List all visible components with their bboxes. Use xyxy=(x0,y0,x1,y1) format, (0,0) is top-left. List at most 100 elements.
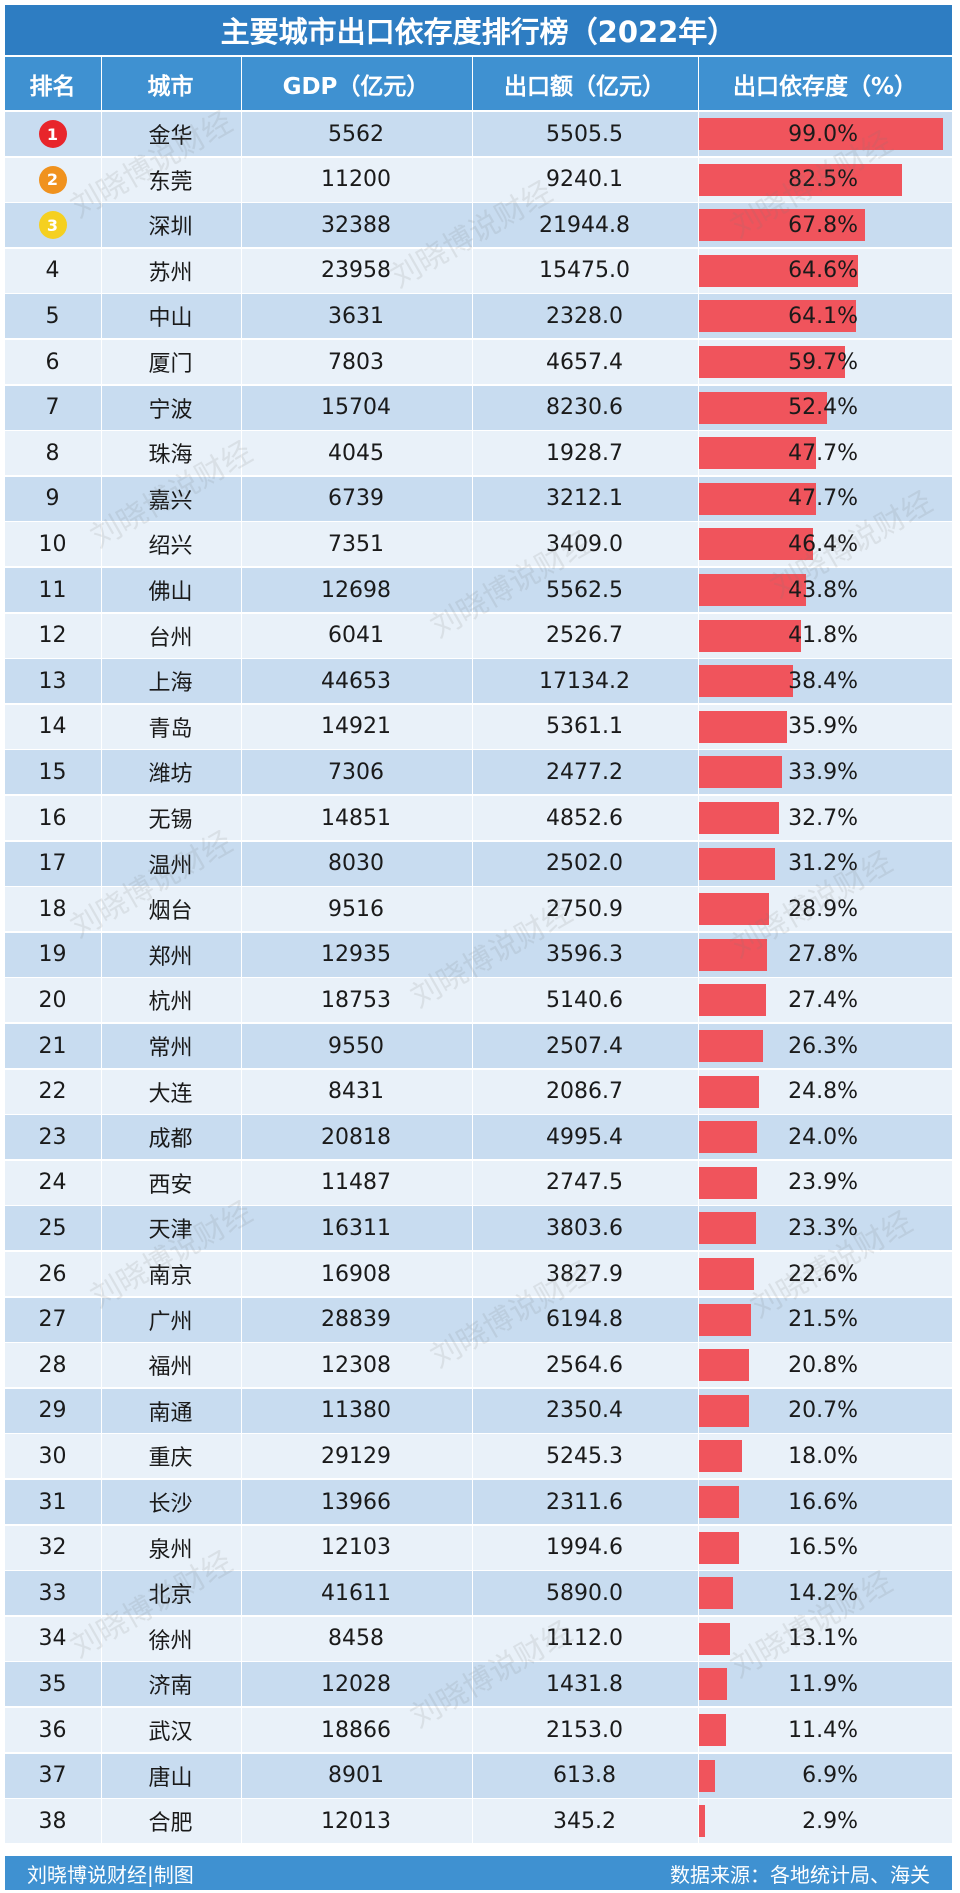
table-row: 29 南通 11380 2350.4 20.7% xyxy=(5,1388,952,1433)
city-cell: 佛山 xyxy=(148,580,193,605)
header-ratio: 出口依存度（%） xyxy=(732,73,918,100)
table-row: 19 郑州 12935 3596.3 27.8% xyxy=(5,932,952,977)
ratio-bar xyxy=(698,300,857,333)
table-row: 21 常州 9550 2507.4 26.3% xyxy=(5,1024,952,1068)
export-cell: 345.2 xyxy=(553,1808,616,1834)
table-row: 33 北京 41611 5890.0 14.2% xyxy=(5,1571,952,1616)
export-cell: 1928.7 xyxy=(546,440,623,466)
ratio-label: 67.8% xyxy=(788,212,858,238)
table-row: 8 珠海 4045 1928.7 47.7% xyxy=(5,431,952,476)
city-cell: 中山 xyxy=(148,306,193,332)
gdp-cell: 9516 xyxy=(328,896,384,922)
rank-cell: 13 xyxy=(38,668,67,694)
table-row: 9 嘉兴 6739 3212.1 47.7% xyxy=(5,476,952,521)
city-cell: 徐州 xyxy=(148,1628,193,1654)
export-cell: 5562.5 xyxy=(546,577,623,603)
gdp-cell: 18753 xyxy=(321,987,391,1013)
rank-cell: 10 xyxy=(38,531,67,557)
rank-medal-icon: 2 xyxy=(38,165,67,194)
rank-cell: 33 xyxy=(38,1580,67,1606)
rank-cell: 6 xyxy=(45,349,60,375)
ratio-bar xyxy=(698,619,802,652)
gdp-cell: 12028 xyxy=(321,1671,391,1697)
export-cell: 17134.2 xyxy=(539,668,630,694)
rank-cell: 14 xyxy=(38,714,67,740)
ratio-bar xyxy=(698,437,816,470)
city-cell: 宁波 xyxy=(148,397,193,423)
city-cell: 福州 xyxy=(148,1355,193,1381)
table-row: 4 苏州 23958 15475.0 64.6% xyxy=(5,248,952,293)
ratio-bar xyxy=(698,984,766,1017)
export-cell: 3409.0 xyxy=(546,531,623,557)
ratio-bar xyxy=(698,1394,750,1427)
table-row: 37 唐山 8901 613.8 6.9% xyxy=(5,1753,952,1798)
table-row: 26 南京 16908 3827.9 22.6% xyxy=(5,1252,952,1296)
ratio-label: 22.6% xyxy=(788,1261,858,1287)
column-divider xyxy=(101,57,102,1845)
ratio-label: 99.0% xyxy=(788,121,858,147)
rank-cell: 5 xyxy=(45,303,60,329)
gdp-cell: 8901 xyxy=(328,1763,384,1789)
gdp-cell: 16908 xyxy=(321,1261,391,1287)
ratio-bar xyxy=(698,482,816,515)
gdp-cell: 18866 xyxy=(321,1717,391,1743)
ratio-bar xyxy=(698,346,846,378)
ratio-bar xyxy=(698,1805,706,1838)
city-cell: 温州 xyxy=(148,853,193,879)
city-cell: 天津 xyxy=(148,1218,193,1244)
ratio-label: 27.8% xyxy=(788,942,858,968)
ratio-bar xyxy=(698,1531,739,1564)
gdp-cell: 11380 xyxy=(321,1398,391,1424)
rank-cell: 11 xyxy=(38,577,67,603)
table-row: 34 徐州 8458 1112.0 13.1% xyxy=(5,1616,952,1661)
gdp-cell: 23958 xyxy=(321,258,391,284)
ratio-label: 6.9% xyxy=(802,1763,858,1789)
ratio-label: 47.7% xyxy=(788,440,858,466)
table-row: 20 杭州 18753 5140.6 27.4% xyxy=(5,978,952,1023)
ratio-label: 11.9% xyxy=(788,1671,858,1697)
ratio-bar xyxy=(698,710,787,743)
ratio-label: 21.5% xyxy=(788,1307,858,1333)
export-cell: 2350.4 xyxy=(546,1398,623,1424)
export-cell: 2747.5 xyxy=(546,1170,623,1196)
export-cell: 4995.4 xyxy=(546,1124,623,1150)
table-row: 24 西安 11487 2747.5 23.9% xyxy=(5,1160,952,1205)
ratio-bar xyxy=(698,847,776,880)
ratio-label: 82.5% xyxy=(788,167,858,193)
ratio-bar xyxy=(698,1212,756,1245)
table-row: 30 重庆 29129 5245.3 18.0% xyxy=(5,1434,952,1479)
ratio-label: 2.9% xyxy=(802,1808,858,1834)
rank-cell: 32 xyxy=(38,1535,67,1561)
gdp-cell: 12698 xyxy=(321,577,391,603)
header-city: 城市 xyxy=(147,73,194,100)
ratio-label: 23.9% xyxy=(788,1170,858,1196)
ratio-label: 26.3% xyxy=(788,1033,858,1059)
ratio-label: 43.8% xyxy=(788,577,858,603)
table-row: 7 宁波 15704 8230.6 52.4% xyxy=(5,385,952,430)
column-divider xyxy=(472,57,473,1845)
table-row: 6 厦门 7803 4657.4 59.7% xyxy=(5,340,952,384)
ratio-label: 14.2% xyxy=(788,1580,858,1606)
header-export: 出口额（亿元） xyxy=(504,73,665,100)
export-cell: 613.8 xyxy=(553,1763,616,1789)
city-cell: 济南 xyxy=(148,1674,193,1700)
table-row: 13 上海 44653 17134.2 38.4% xyxy=(5,659,952,704)
rank-cell: 2 xyxy=(5,158,100,202)
ratio-label: 28.9% xyxy=(788,896,858,922)
table-row: 11 佛山 12698 5562.5 43.8% xyxy=(5,568,952,612)
city-cell: 深圳 xyxy=(148,215,193,241)
export-cell: 1994.6 xyxy=(546,1535,623,1561)
ratio-bar xyxy=(698,893,770,926)
gdp-cell: 20818 xyxy=(321,1124,391,1150)
ratio-bar xyxy=(698,118,943,150)
gdp-cell: 15704 xyxy=(321,395,391,421)
gdp-cell: 28839 xyxy=(321,1307,391,1333)
table-row: 36 武汉 18866 2153.0 11.4% xyxy=(5,1708,952,1752)
gdp-cell: 7351 xyxy=(328,531,384,557)
rank-cell: 3 xyxy=(5,203,100,247)
column-divider xyxy=(241,57,242,1845)
export-cell: 2507.4 xyxy=(546,1033,623,1059)
ratio-bar xyxy=(698,163,902,196)
rank-cell: 17 xyxy=(38,851,67,877)
